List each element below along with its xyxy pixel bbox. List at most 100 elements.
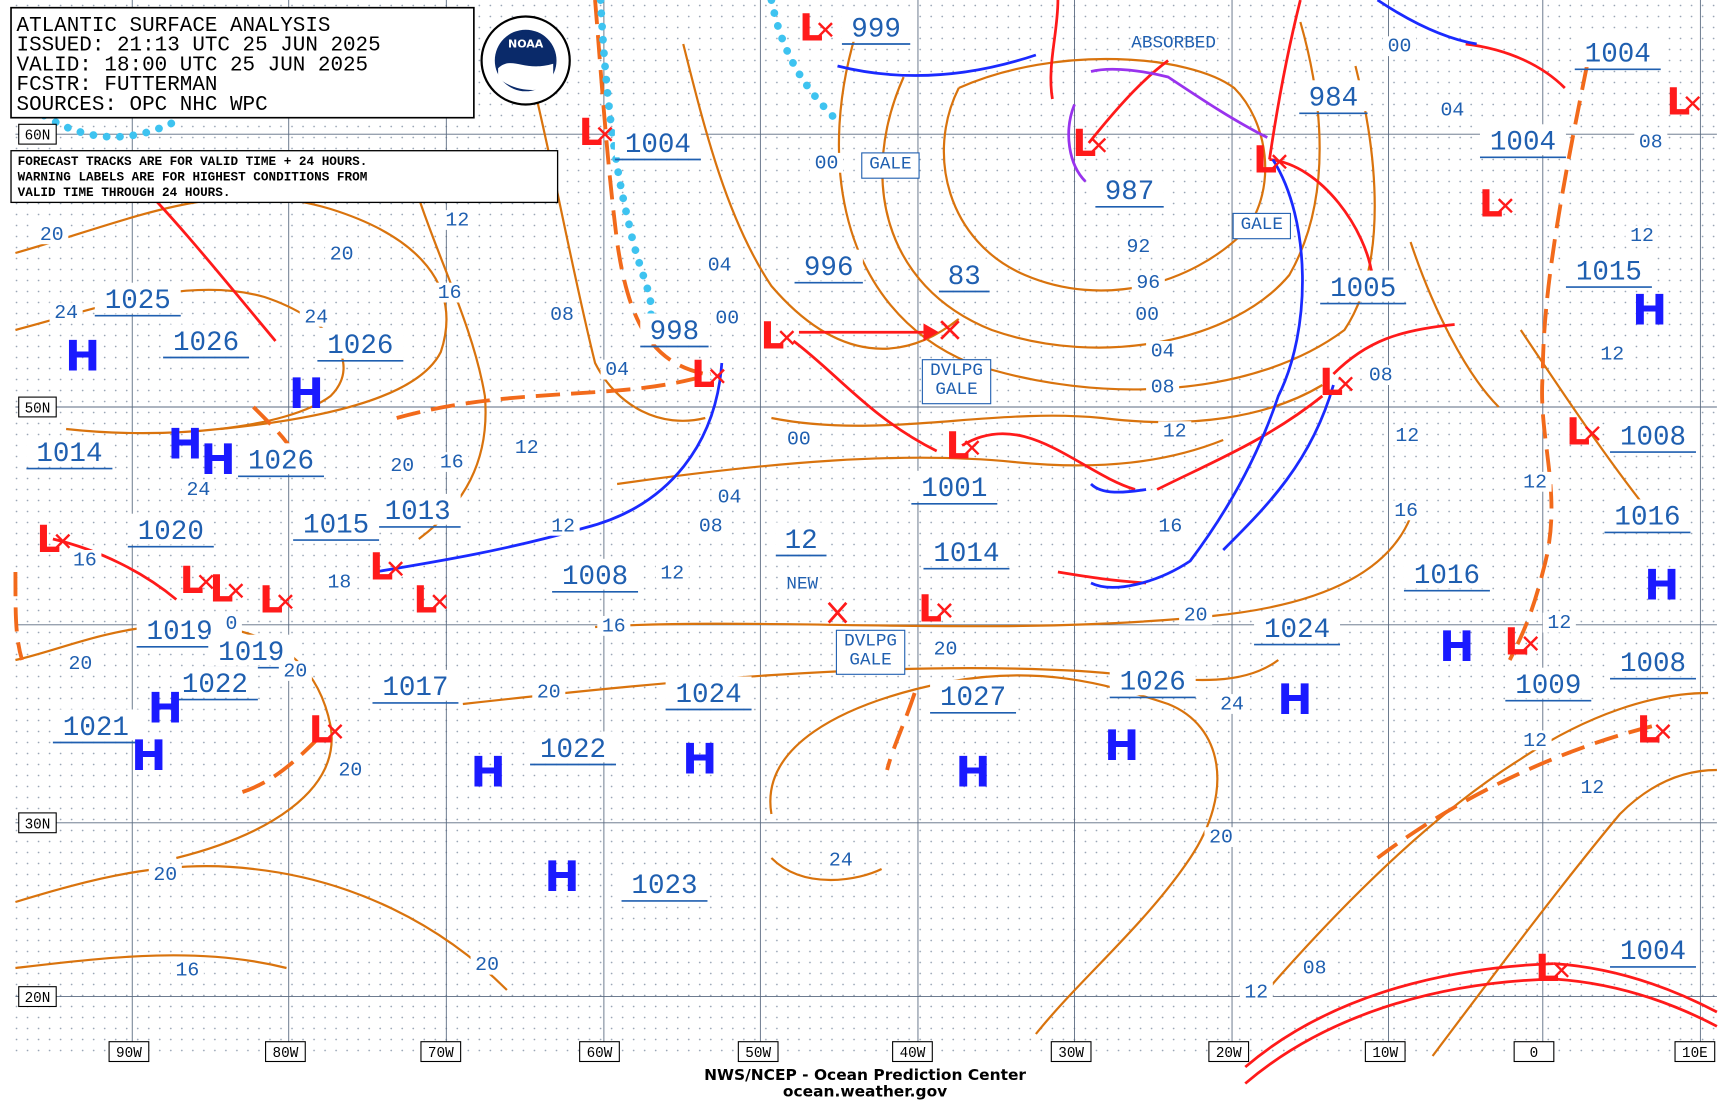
- longitude-frame: [420, 1041, 462, 1063]
- pressure-value: 1014: [933, 539, 999, 570]
- low-center-x: [1523, 636, 1539, 651]
- isobar-label-bg: [809, 152, 844, 173]
- isobar-label-bg: [1518, 471, 1552, 492]
- pressure-value: 12: [785, 526, 818, 557]
- low-center-x: [936, 603, 952, 618]
- pressure-box-bg: [1574, 36, 1661, 68]
- isobar-label-bg: [49, 302, 83, 323]
- isobar-label: 08: [699, 515, 723, 537]
- pressure-box-bg: [1610, 933, 1696, 965]
- low-center-x: [277, 594, 293, 610]
- isobar-label-bg: [299, 306, 333, 327]
- isobar-label-bg: [1146, 377, 1180, 398]
- isobar-label: 12: [1244, 982, 1268, 1004]
- isobar-label: 16: [1158, 515, 1182, 537]
- isobar-label: 20: [69, 653, 93, 675]
- isobar-label: 16: [602, 615, 626, 637]
- low-center: L: [1637, 708, 1661, 752]
- isobar-label: 00: [787, 428, 811, 450]
- low-center-x: [388, 561, 404, 577]
- pressure-value: 1027: [940, 683, 1006, 714]
- isobar-label: 12: [1547, 612, 1571, 634]
- isobar-label-bg: [928, 639, 963, 659]
- pressure-box-bg: [52, 709, 139, 741]
- pressure-value: 1023: [631, 871, 697, 902]
- warning-label: GALE: [849, 650, 891, 670]
- isobar-label-bg: [1239, 982, 1273, 1003]
- low-center: L: [1072, 121, 1096, 165]
- isobar-label: 04: [718, 487, 742, 509]
- header-box: ATLANTIC SURFACE ANALYSIS ISSUED: 21:13 …: [10, 6, 571, 119]
- longitude-frame: [1364, 1041, 1406, 1063]
- isobar-label: 08: [1639, 131, 1663, 153]
- high-center: H: [682, 734, 717, 783]
- warning-frame: [835, 629, 906, 675]
- high-center: H: [201, 435, 236, 484]
- pressure-value: 1016: [1414, 561, 1480, 592]
- pressure-value: 83: [948, 262, 981, 293]
- pressure-value: 1025: [105, 286, 171, 317]
- isobar-label: 04: [605, 359, 629, 381]
- longitude-frame: [892, 1041, 933, 1063]
- longitude-frame: [1208, 1041, 1250, 1063]
- isobar-label-bg: [1130, 304, 1164, 325]
- low-center: L: [1479, 182, 1503, 226]
- isobar-label-bg: [1179, 605, 1213, 625]
- latitude-frame: [18, 123, 57, 145]
- pressure-box-bg: [938, 258, 990, 290]
- longitude-label: 60W: [587, 1046, 613, 1062]
- pressure-value: 1017: [382, 673, 448, 704]
- pressure-value: 1019: [218, 638, 284, 669]
- low-center-x: [1554, 962, 1570, 978]
- high-center: H: [148, 684, 183, 733]
- isobar-label-bg: [278, 661, 312, 681]
- pressure-box-bg: [794, 249, 863, 281]
- low-center-x: [55, 533, 71, 549]
- low-center-x: [327, 724, 343, 739]
- isobar-label: 08: [1369, 365, 1393, 387]
- troughs: [13, 0, 1654, 860]
- pressure-value: 999: [851, 14, 901, 45]
- low-center: L: [1535, 946, 1559, 990]
- pressure-value: 1022: [182, 670, 248, 701]
- low-center: L: [1566, 409, 1590, 453]
- isobar-label: 04: [708, 255, 732, 277]
- pressure-value: 1008: [562, 562, 628, 593]
- note-line: VALID TIME THROUGH 24 HOURS.: [18, 185, 231, 200]
- pressure-box-bg: [94, 282, 181, 314]
- warning-label: GALE: [1241, 215, 1283, 235]
- isobar-label-bg: [1215, 694, 1249, 714]
- isobar-label: 12: [1600, 344, 1624, 366]
- isobar-label-bg: [325, 244, 359, 264]
- pressure-value: 1026: [1120, 668, 1186, 699]
- isobar-label: 24: [186, 479, 210, 501]
- forecaster: FCSTR: FUTTERMAN: [17, 74, 218, 97]
- isobar-label-bg: [1518, 730, 1552, 751]
- low-center-x: [198, 574, 214, 590]
- longitude-label: 0: [1530, 1046, 1539, 1062]
- isobar-label: 12: [1523, 730, 1547, 752]
- isobar-label-bg: [1575, 777, 1609, 798]
- isobar-label: 20: [40, 224, 64, 246]
- longitude-label: 70W: [428, 1046, 454, 1062]
- isobar-label: 16: [175, 960, 199, 982]
- longitude-label: 20W: [1216, 1046, 1242, 1062]
- low-center-x: [432, 594, 448, 610]
- pressure-value: 1014: [36, 439, 102, 470]
- isobar-label-bg: [470, 954, 504, 975]
- low-center-x: [709, 368, 725, 384]
- pressure-box-bg: [238, 443, 324, 475]
- warning-label: GALE: [869, 154, 911, 174]
- pressure-box-bg: [1109, 664, 1196, 696]
- high-center: H: [168, 420, 203, 469]
- isobar-label-bg: [1625, 225, 1659, 246]
- note-line: FORECAST TRACKS ARE FOR VALID TIME + 24 …: [18, 154, 368, 169]
- pressure-box-bg: [923, 535, 1010, 567]
- pressure-value: 1015: [1576, 257, 1642, 288]
- isobar-label-bg: [220, 613, 242, 634]
- isobar-label: 0: [225, 613, 237, 635]
- sources: SOURCES: OPC NHC WPC: [17, 94, 268, 117]
- low-center: L: [180, 558, 204, 602]
- isobar-label: 96: [1136, 272, 1160, 294]
